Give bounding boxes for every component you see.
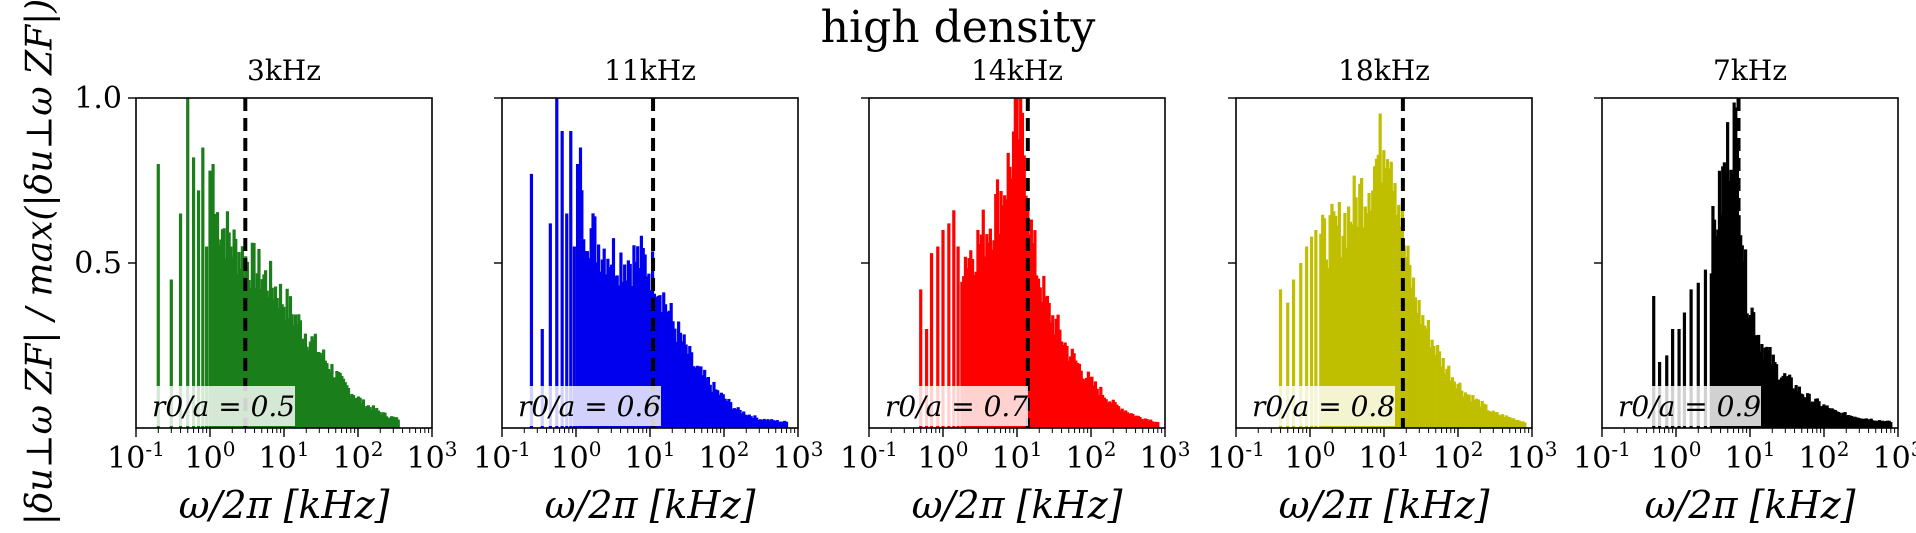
panel-title: 11kHz xyxy=(604,54,696,87)
panel-title: 18kHz xyxy=(1338,54,1430,87)
x-tick-label: 10-1 xyxy=(1573,437,1631,476)
x-tick-label: 100 xyxy=(185,437,236,476)
x-axis-label: ω/2π [kHz] xyxy=(179,483,390,527)
y-tick-label: 1.0 xyxy=(74,81,122,116)
panel-5: r0/a = 0.9 7kHz 10-1 100 101 102 103 ω/2π [kHz] xyxy=(1573,54,1916,527)
x-axis-label: ω/2π [kHz] xyxy=(545,483,756,527)
x-tick-label: 100 xyxy=(1651,437,1702,476)
panel-3: r0/a = 0.7 14kHz 10-1 100 101 102 103 ω/2π [kHz… xyxy=(840,54,1190,527)
annotation-label: r0/a = 0.7 xyxy=(885,390,1028,423)
x-tick-label: 102 xyxy=(1799,437,1850,476)
x-tick-label: 102 xyxy=(699,437,750,476)
panel-1: r0/a = 0.5 3kHz 10-1 100 101 102 103 ω/2π [kHz]… xyxy=(74,54,457,527)
panel-title: 3kHz xyxy=(247,54,321,87)
panel-title: 7kHz xyxy=(1713,54,1787,87)
x-tick-label: 10-1 xyxy=(840,437,898,476)
x-tick-label: 102 xyxy=(333,437,384,476)
x-tick-label: 10-1 xyxy=(107,437,165,476)
annotation-label: r0/a = 0.5 xyxy=(152,390,295,423)
annotation-label: r0/a = 0.9 xyxy=(1618,390,1761,423)
x-tick-label: 103 xyxy=(1507,437,1558,476)
annotation-box xyxy=(145,386,295,426)
panel-4: r0/a = 0.8 18kHz 10-1 100 101 102 103 ω/2π [kHz… xyxy=(1207,54,1557,527)
y-tick-label: 0.5 xyxy=(74,246,122,281)
x-tick-label: 10-1 xyxy=(1207,437,1265,476)
x-tick-label: 103 xyxy=(773,437,824,476)
x-tick-label: 10-1 xyxy=(473,437,531,476)
x-tick-label: 101 xyxy=(1359,437,1410,476)
figure-suptitle: high density xyxy=(820,2,1096,53)
x-axis-label: ω/2π [kHz] xyxy=(912,483,1123,527)
x-tick-label: 101 xyxy=(259,437,310,476)
annotation-label: r0/a = 0.8 xyxy=(1252,390,1395,423)
annotation-box xyxy=(878,386,1028,426)
x-tick-label: 103 xyxy=(407,437,458,476)
x-tick-label: 101 xyxy=(1725,437,1776,476)
x-tick-label: 102 xyxy=(1433,437,1484,476)
x-axis-label: ω/2π [kHz] xyxy=(1645,483,1856,527)
annotation-box xyxy=(511,386,661,426)
x-axis-label: ω/2π [kHz] xyxy=(1279,483,1490,527)
annotation-box xyxy=(1245,386,1395,426)
x-tick-label: 101 xyxy=(992,437,1043,476)
x-tick-label: 100 xyxy=(551,437,602,476)
x-tick-label: 100 xyxy=(918,437,969,476)
annotation-label: r0/a = 0.6 xyxy=(518,390,661,423)
panel-title: 14kHz xyxy=(971,54,1063,87)
x-tick-label: 103 xyxy=(1140,437,1191,476)
x-tick-label: 101 xyxy=(625,437,676,476)
x-tick-label: 102 xyxy=(1066,437,1117,476)
panel-2: r0/a = 0.6 11kHz 10-1 100 101 102 103 ω/2π [kHz… xyxy=(473,54,823,527)
annotation-box xyxy=(1611,386,1761,426)
x-tick-label: 103 xyxy=(1873,437,1916,476)
x-tick-label: 100 xyxy=(1285,437,1336,476)
